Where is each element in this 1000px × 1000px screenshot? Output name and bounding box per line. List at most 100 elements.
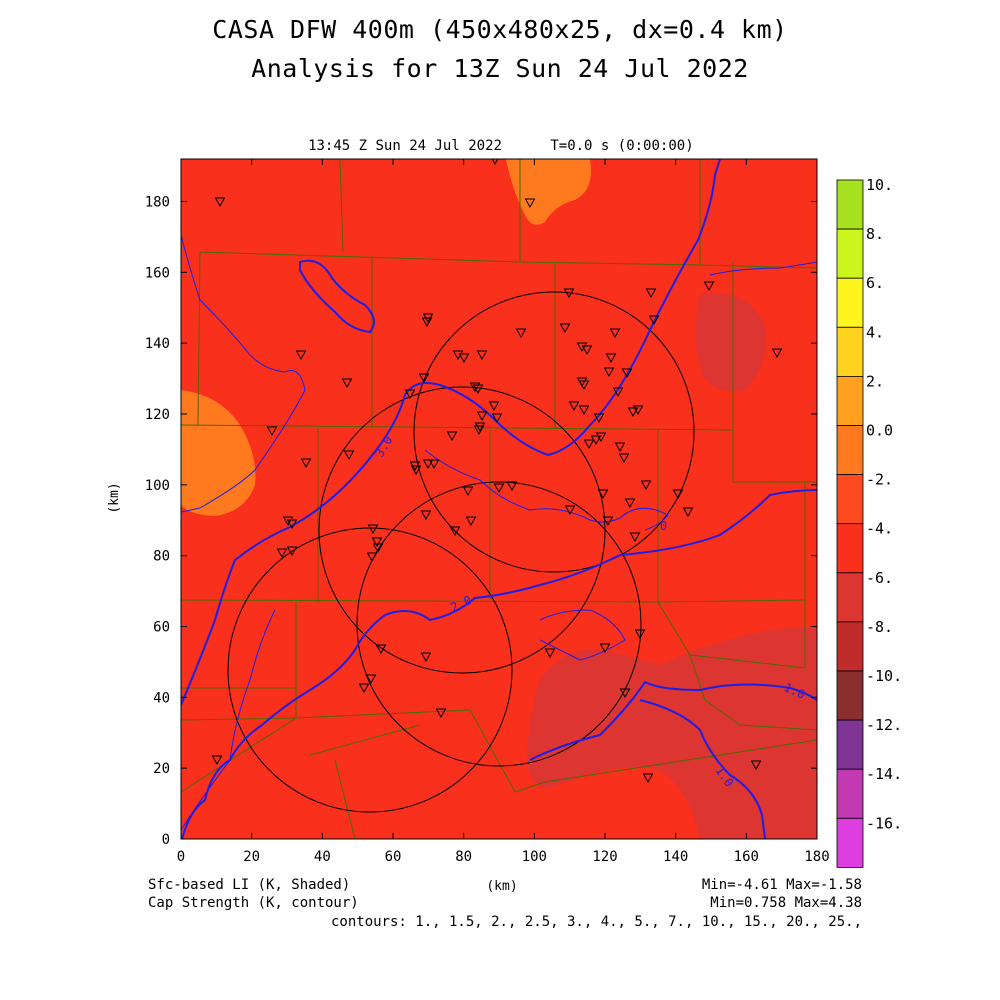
station-marker: [648, 315, 660, 326]
y-tick-label: 120: [145, 407, 170, 423]
station-marker: [597, 489, 609, 500]
colorbar-swatch: [836, 523, 864, 574]
station-marker: [645, 288, 657, 299]
li-region-dark-northeast: [695, 293, 766, 391]
station-marker: [750, 760, 762, 771]
radar-ring-east: [356, 481, 642, 767]
x-tick-label: 20: [243, 849, 260, 865]
cap-strength-contours: [181, 159, 817, 839]
station-marker: [624, 498, 636, 509]
station-marker: [609, 328, 621, 339]
colorbar-swatch: [836, 572, 864, 623]
station-marker: [491, 413, 503, 424]
colorbar-label: 6.: [866, 274, 884, 292]
station-marker: [603, 367, 615, 378]
contour-thin-west: [181, 234, 306, 513]
station-marker: [619, 688, 631, 699]
colorbar-label: -10.: [866, 667, 902, 685]
y-tick-label: 180: [145, 195, 170, 211]
colorbar-swatch: [836, 474, 864, 525]
colorbar-label: -16.: [866, 814, 902, 832]
station-marker: [595, 432, 607, 443]
y-tick-label: 80: [153, 549, 170, 565]
colorbar-label: -14.: [866, 765, 902, 783]
station-marker: [568, 401, 580, 412]
map-plot-area: 3.0 2.0 1.0 1.0 0: [181, 159, 817, 839]
x-tick-label: 180: [804, 849, 829, 865]
shaded-range-label: Min=-4.61 Max=-1.58: [701, 877, 862, 893]
station-marker: [214, 197, 226, 208]
station-marker: [599, 643, 611, 654]
station-marker: [420, 510, 432, 521]
colorbar: 10. 8. 6. 4. 2. 0.0 -2. -4. -6. -8. -10. -12. -14. -1…: [836, 176, 902, 868]
colorbar-swatch: [836, 768, 864, 819]
station-marker: [576, 342, 588, 353]
x-tick-label: 40: [314, 849, 331, 865]
li-region-orange-north: [506, 159, 591, 225]
contour-range-label: Min=0.758 Max=4.38: [710, 895, 862, 911]
station-marker: [614, 442, 626, 453]
contour-label: 0: [660, 519, 667, 533]
contour-thin-center: [424, 449, 669, 531]
station-marker: [458, 353, 470, 364]
station-marker: [612, 387, 624, 398]
station-marker: [771, 348, 783, 359]
y-tick-label: 0: [162, 832, 170, 848]
colorbar-swatch: [836, 425, 864, 475]
station-marker: [418, 373, 430, 384]
station-marker: [371, 537, 383, 548]
y-tick-label: 20: [153, 761, 170, 777]
station-marker: [627, 407, 639, 418]
colorbar-label: -6.: [866, 569, 893, 587]
colorbar-label: 8.: [866, 225, 884, 243]
colorbar-swatch: [836, 817, 864, 868]
colorbar-label: -2.: [866, 471, 893, 489]
colorbar-swatch: [836, 277, 864, 328]
y-tick-label: 100: [145, 478, 170, 494]
contour-3-main: [181, 159, 721, 706]
station-marker: [474, 422, 486, 433]
station-marker: [295, 350, 307, 361]
contour-1-east: [529, 680, 817, 761]
station-markers: [211, 159, 783, 784]
contour-field-label: Cap Strength (K, contour): [148, 895, 359, 911]
contour-levels-label: contours: 1., 1.5, 2., 2.5, 3., 4., 5., …: [330, 914, 862, 930]
station-marker: [621, 368, 633, 379]
station-marker: [476, 350, 488, 361]
station-marker: [365, 674, 377, 685]
valid-time-label: 13:45 Z Sun 24 Jul 2022: [308, 138, 502, 154]
station-marker: [544, 648, 556, 659]
y-tick-label: 160: [145, 265, 170, 281]
map-subtitle: Analysis for 13Z Sun 24 Jul 2022: [251, 54, 749, 83]
station-marker: [428, 459, 440, 470]
colorbar-swatch: [836, 326, 864, 377]
station-marker: [515, 328, 527, 339]
station-marker: [559, 323, 571, 334]
x-axis-label: (km): [486, 879, 517, 894]
station-marker: [358, 683, 370, 694]
radar-ring-north: [413, 291, 695, 573]
x-tick-label: 100: [522, 849, 547, 865]
station-marker: [375, 644, 387, 655]
county-boundaries: [181, 159, 817, 839]
contour-3-loop: [299, 259, 375, 334]
x-tick-label: 60: [385, 849, 402, 865]
station-marker: [372, 543, 384, 554]
station-marker: [300, 458, 312, 469]
station-marker: [469, 382, 481, 393]
station-marker: [491, 159, 499, 166]
contour-thin-east: [709, 261, 817, 276]
colorbar-label: 4.: [866, 323, 884, 341]
station-marker: [578, 405, 590, 416]
colorbar-label: 0.0: [866, 422, 893, 440]
x-tick-label: 80: [455, 849, 472, 865]
station-marker: [266, 426, 278, 437]
station-marker: [583, 439, 595, 450]
station-marker: [564, 505, 576, 516]
station-marker: [286, 546, 298, 557]
contour-thin-south: [539, 609, 626, 661]
y-tick-label: 60: [153, 620, 170, 636]
station-marker: [634, 629, 646, 640]
contour-1-lower: [639, 699, 766, 839]
